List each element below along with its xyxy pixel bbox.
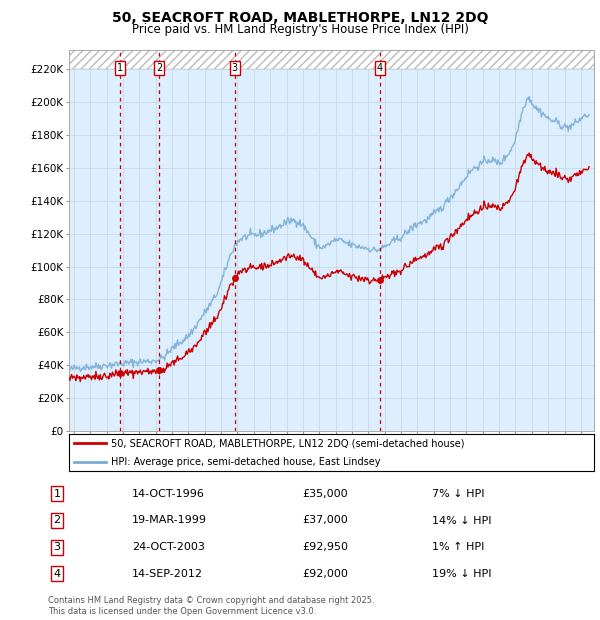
Text: 2: 2 [53,515,61,526]
Text: £35,000: £35,000 [302,489,348,499]
Text: £37,000: £37,000 [302,515,348,526]
Text: Price paid vs. HM Land Registry's House Price Index (HPI): Price paid vs. HM Land Registry's House … [131,23,469,36]
Text: £92,950: £92,950 [302,542,348,552]
Text: 3: 3 [53,542,61,552]
Text: 50, SEACROFT ROAD, MABLETHORPE, LN12 2DQ (semi-detached house): 50, SEACROFT ROAD, MABLETHORPE, LN12 2DQ… [111,438,464,448]
Text: 19% ↓ HPI: 19% ↓ HPI [432,569,491,579]
Text: 19-MAR-1999: 19-MAR-1999 [132,515,207,526]
Text: 14% ↓ HPI: 14% ↓ HPI [432,515,491,526]
Text: 4: 4 [377,63,383,73]
Text: Contains HM Land Registry data © Crown copyright and database right 2025.
This d: Contains HM Land Registry data © Crown c… [48,596,374,616]
Text: 2: 2 [156,63,163,73]
Text: 1% ↑ HPI: 1% ↑ HPI [432,542,484,552]
Text: 7% ↓ HPI: 7% ↓ HPI [432,489,485,499]
Text: 14-SEP-2012: 14-SEP-2012 [132,569,203,579]
Text: £92,000: £92,000 [302,569,348,579]
Text: HPI: Average price, semi-detached house, East Lindsey: HPI: Average price, semi-detached house,… [111,457,380,467]
Text: 4: 4 [53,569,61,579]
Text: 1: 1 [116,63,122,73]
Text: 1: 1 [53,489,61,499]
Text: 3: 3 [232,63,238,73]
Text: 50, SEACROFT ROAD, MABLETHORPE, LN12 2DQ: 50, SEACROFT ROAD, MABLETHORPE, LN12 2DQ [112,11,488,25]
Text: 14-OCT-1996: 14-OCT-1996 [132,489,205,499]
Text: 24-OCT-2003: 24-OCT-2003 [132,542,205,552]
